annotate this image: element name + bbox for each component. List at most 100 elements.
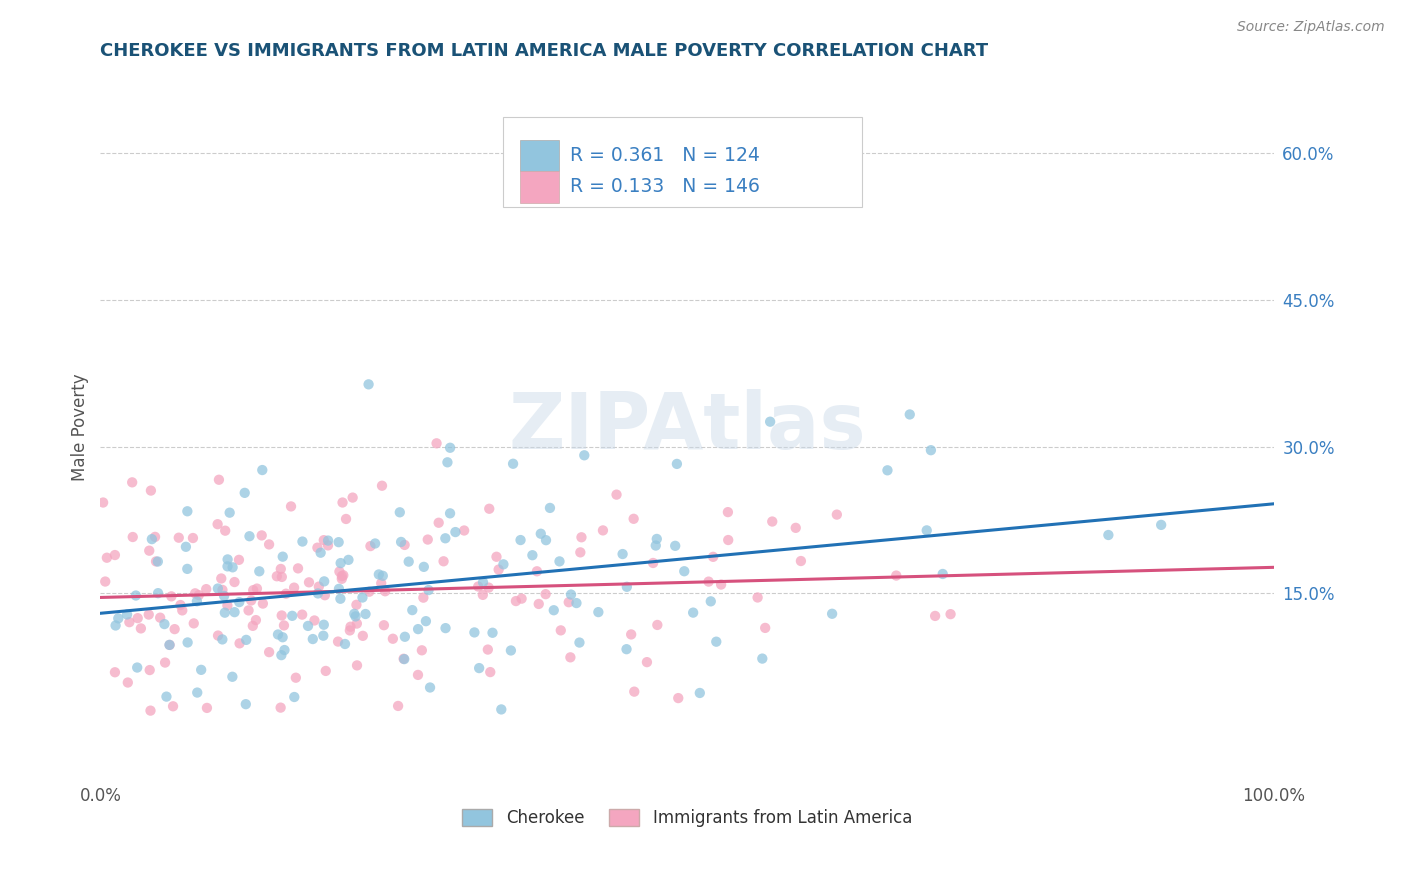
Point [138, 663, 160, 677]
Point [94, 574, 117, 589]
Point [139, 704, 162, 718]
Point [335, 512, 357, 526]
Point [472, 575, 495, 590]
Point [346, 598, 368, 612]
Point [238, 529, 260, 543]
Point [821, 607, 844, 621]
Point [924, 608, 946, 623]
Point [352, 629, 374, 643]
Point [704, 634, 727, 648]
Point [212, 589, 235, 603]
Point [160, 590, 183, 604]
Point [620, 627, 643, 641]
Point [427, 516, 450, 530]
Point [592, 524, 614, 538]
Point [394, 538, 416, 552]
Point [636, 655, 658, 669]
Point [665, 457, 688, 471]
Point [163, 622, 186, 636]
Point [267, 627, 290, 641]
Point [354, 607, 377, 621]
Point [121, 475, 143, 490]
Point [281, 608, 304, 623]
Point [117, 675, 139, 690]
Point [139, 483, 162, 498]
Point [790, 554, 813, 568]
Point [352, 591, 374, 605]
Point [291, 607, 314, 622]
Point [526, 564, 548, 578]
Point [463, 625, 485, 640]
Point [186, 594, 208, 608]
Point [149, 610, 172, 624]
Point [412, 591, 434, 605]
Point [326, 634, 349, 648]
Point [266, 569, 288, 583]
Point [700, 594, 723, 608]
Point [314, 574, 336, 589]
Point [217, 599, 239, 613]
Point [432, 554, 454, 568]
Point [242, 619, 264, 633]
Point [534, 533, 557, 548]
Point [208, 473, 231, 487]
Point [328, 582, 350, 596]
Point [339, 624, 361, 638]
Point [509, 533, 531, 547]
Point [332, 495, 354, 509]
Point [127, 660, 149, 674]
Point [247, 564, 270, 578]
Point [217, 559, 239, 574]
Point [283, 581, 305, 595]
Point [224, 605, 246, 619]
Point [548, 554, 571, 568]
Point [388, 505, 411, 519]
Point [297, 619, 319, 633]
Point [153, 656, 176, 670]
Point [467, 580, 489, 594]
Point [884, 568, 907, 582]
Point [689, 686, 711, 700]
Point [434, 621, 457, 635]
Point [394, 630, 416, 644]
Point [616, 580, 638, 594]
Point [252, 463, 274, 477]
Point [543, 603, 565, 617]
Point [233, 486, 256, 500]
Point [337, 553, 360, 567]
Point [273, 618, 295, 632]
Point [367, 567, 389, 582]
Point [174, 540, 197, 554]
Point [588, 605, 610, 619]
Point [270, 608, 292, 623]
Point [207, 517, 229, 532]
Point [257, 645, 280, 659]
Point [176, 635, 198, 649]
Point [96, 550, 118, 565]
Point [330, 572, 353, 586]
Point [392, 652, 415, 666]
Point [371, 479, 394, 493]
Point [107, 611, 129, 625]
Point [271, 549, 294, 564]
Point [184, 586, 207, 600]
Point [505, 594, 527, 608]
Point [364, 536, 387, 550]
Point [560, 588, 582, 602]
Point [623, 512, 645, 526]
Point [401, 603, 423, 617]
Point [228, 636, 250, 650]
Point [287, 561, 309, 575]
Point [207, 582, 229, 596]
Point [159, 638, 181, 652]
Point [481, 625, 503, 640]
Point [623, 684, 645, 698]
Point [697, 574, 720, 589]
Point [478, 581, 501, 595]
Point [314, 588, 336, 602]
Point [419, 681, 441, 695]
Point [558, 595, 581, 609]
Point [329, 591, 352, 606]
Point [747, 591, 769, 605]
Text: ZIPAtlas: ZIPAtlas [509, 389, 866, 465]
